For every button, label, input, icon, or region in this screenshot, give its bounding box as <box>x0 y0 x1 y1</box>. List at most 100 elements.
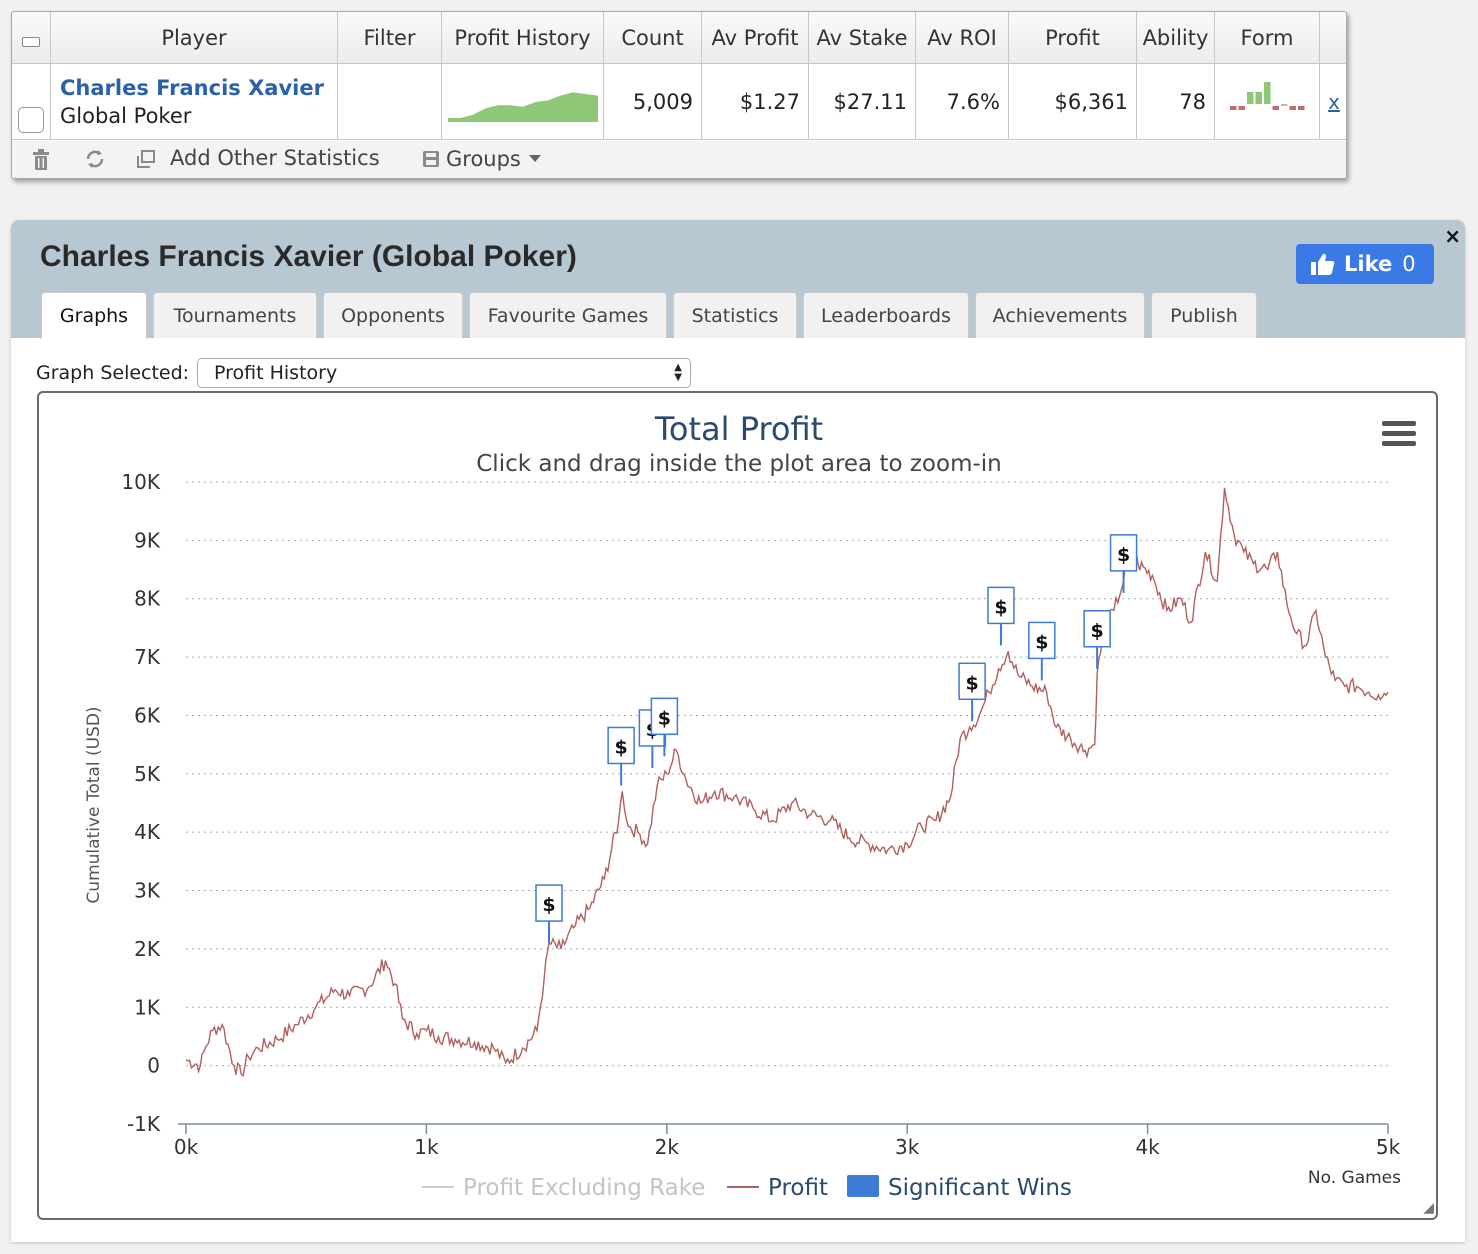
profit-series-line[interactable] <box>185 487 1389 1078</box>
significant-win-flag[interactable]: $ <box>1028 621 1056 681</box>
form-bar <box>1281 103 1288 106</box>
legend-label-significant-wins: Significant Wins <box>888 1175 1072 1201</box>
tab-achievements[interactable]: Achievements <box>975 292 1145 338</box>
x-tick-label: 2k <box>655 1135 680 1159</box>
significant-win-flag[interactable]: $ <box>1083 610 1111 669</box>
tab-leaderboards[interactable]: Leaderboards <box>803 292 969 338</box>
thumbs-up-icon <box>1311 253 1335 275</box>
graph-selector-row: Graph Selected: Profit History ▲ ▼ <box>36 358 691 388</box>
player-stats-table: Player Filter Profit History Count Av Pr… <box>11 11 1347 179</box>
y-tick-label: 3K <box>134 879 161 903</box>
chart-menu-icon[interactable] <box>1382 421 1416 446</box>
legend-profit[interactable]: Profit <box>727 1175 828 1201</box>
form-bar <box>1230 105 1237 110</box>
select-all-cell[interactable] <box>12 12 51 63</box>
resize-handle-icon[interactable]: ◢ <box>1423 1200 1434 1216</box>
significant-win-flag[interactable]: $ <box>607 726 635 786</box>
graph-select-value: Profit History <box>214 362 338 384</box>
graph-select[interactable]: Profit History ▲ ▼ <box>197 358 691 388</box>
select-arrows-icon: ▲ ▼ <box>674 362 682 383</box>
chart-title: Total Profit <box>654 410 823 448</box>
groups-dropdown[interactable]: Groups <box>446 147 521 171</box>
facebook-like-button[interactable]: Like 0 <box>1296 244 1434 284</box>
legend-profit-excluding-rake[interactable]: Profit Excluding Rake <box>422 1175 705 1201</box>
flag-box <box>958 662 986 701</box>
legend-significant-wins[interactable]: Significant Wins <box>847 1175 1072 1201</box>
legend-label-profit-excluding-rake: Profit Excluding Rake <box>463 1175 705 1201</box>
filter-cell[interactable] <box>338 64 442 139</box>
col-header-av-profit[interactable]: Av Profit <box>702 12 809 63</box>
graph-selected-label: Graph Selected: <box>36 362 190 384</box>
table-toolbar: Add Other Statistics Groups <box>12 141 1346 178</box>
form-cell <box>1215 64 1320 139</box>
col-header-count[interactable]: Count <box>604 12 702 63</box>
y-axis-label: Cumulative Total (USD) <box>84 706 104 903</box>
x-tick-label: 5k <box>1376 1135 1401 1159</box>
total-profit-chart[interactable]: -1K 0 1K 2K 3K 4K 5K 6K 7K 8K 9K 10K 0k 1k 2k 3k 4k 5k $… <box>39 393 1436 1218</box>
col-header-profit-history[interactable]: Profit History <box>442 12 604 63</box>
x-tick-label: 3k <box>895 1135 920 1159</box>
col-header-av-stake[interactable]: Av Stake <box>809 12 916 63</box>
like-count: 0 <box>1402 252 1416 276</box>
x-tick-label: 1k <box>414 1135 439 1159</box>
significant-win-flag[interactable]: $ <box>650 697 679 757</box>
dollar-icon: $ <box>542 894 555 916</box>
player-site: Global Poker <box>60 103 192 128</box>
y-axis-ticks: -1K 0 1K 2K 3K 4K 5K 6K 7K 8K 9K 10K <box>121 470 160 1136</box>
like-label: Like <box>1344 252 1393 276</box>
chart-subtitle: Click and drag inside the plot area to z… <box>476 451 1002 477</box>
col-header-form[interactable]: Form <box>1215 12 1320 63</box>
flag-box <box>535 884 563 922</box>
tab-opponents[interactable]: Opponents <box>323 292 463 338</box>
tab-favourite-games[interactable]: Favourite Games <box>469 292 667 338</box>
row-checkbox[interactable] <box>18 107 44 133</box>
col-header-player[interactable]: Player <box>51 12 338 63</box>
dollar-icon: $ <box>965 672 978 694</box>
tab-tournaments[interactable]: Tournaments <box>153 292 317 338</box>
chart-legend: Profit Excluding Rake Profit Significant… <box>422 1175 1072 1201</box>
x-tick-label: 4k <box>1135 1135 1160 1159</box>
tab-statistics[interactable]: Statistics <box>673 292 797 338</box>
av-roi-cell: 7.6% <box>916 64 1009 139</box>
form-bar <box>1247 91 1254 104</box>
significant-win-flag[interactable]: $ <box>958 662 986 722</box>
significant-win-flags: $$$$$$$$$ <box>535 534 1138 944</box>
col-header-profit[interactable]: Profit <box>1009 12 1137 63</box>
col-header-filter[interactable]: Filter <box>338 12 442 63</box>
player-cell: Charles Francis Xavier Global Poker <box>51 64 338 139</box>
significant-win-flag[interactable]: $ <box>987 586 1015 646</box>
significant-win-flag[interactable]: $ <box>1109 534 1138 593</box>
player-name-link[interactable]: Charles Francis Xavier <box>60 75 324 100</box>
y-tick-label: 9K <box>134 528 161 552</box>
add-other-statistics-button[interactable]: Add Other Statistics <box>170 146 380 170</box>
select-all-checkbox[interactable] <box>22 36 40 47</box>
chart-grid <box>186 481 1388 1125</box>
tab-publish[interactable]: Publish <box>1151 292 1257 338</box>
player-profile-panel: Charles Francis Xavier (Global Poker) × … <box>11 220 1465 1242</box>
y-tick-label: 2K <box>134 937 161 961</box>
add-statistics-icon[interactable] <box>136 149 156 174</box>
profile-tabs: Graphs Tournaments Opponents Favourite G… <box>41 292 1263 339</box>
av-profit-cell: $1.27 <box>702 64 809 139</box>
close-icon[interactable]: × <box>1444 224 1461 248</box>
form-bar <box>1289 105 1296 110</box>
y-tick-label: 5K <box>134 762 161 786</box>
y-tick-label: 4K <box>134 820 161 844</box>
tab-graphs[interactable]: Graphs <box>41 292 147 339</box>
profit-chart-container: -1K 0 1K 2K 3K 4K 5K 6K 7K 8K 9K 10K 0k 1k 2k 3k 4k 5k $… <box>37 391 1438 1220</box>
col-header-av-roi[interactable]: Av ROI <box>916 12 1009 63</box>
row-select-cell[interactable] <box>12 64 51 139</box>
trash-icon[interactable] <box>32 149 50 176</box>
col-header-ability[interactable]: Ability <box>1137 12 1215 63</box>
y-tick-label: -1K <box>127 1112 161 1136</box>
refresh-icon[interactable] <box>84 148 106 175</box>
groups-icon[interactable] <box>422 150 440 173</box>
remove-player-link[interactable]: x <box>1328 89 1340 114</box>
table-header-row: Player Filter Profit History Count Av Pr… <box>12 12 1346 64</box>
x-tick-label: 0k <box>174 1135 199 1159</box>
chevron-down-icon[interactable] <box>528 147 542 172</box>
y-tick-label: 1K <box>134 995 161 1019</box>
form-bar <box>1238 105 1245 110</box>
form-bar <box>1272 105 1279 110</box>
significant-win-flag[interactable]: $ <box>535 884 563 944</box>
